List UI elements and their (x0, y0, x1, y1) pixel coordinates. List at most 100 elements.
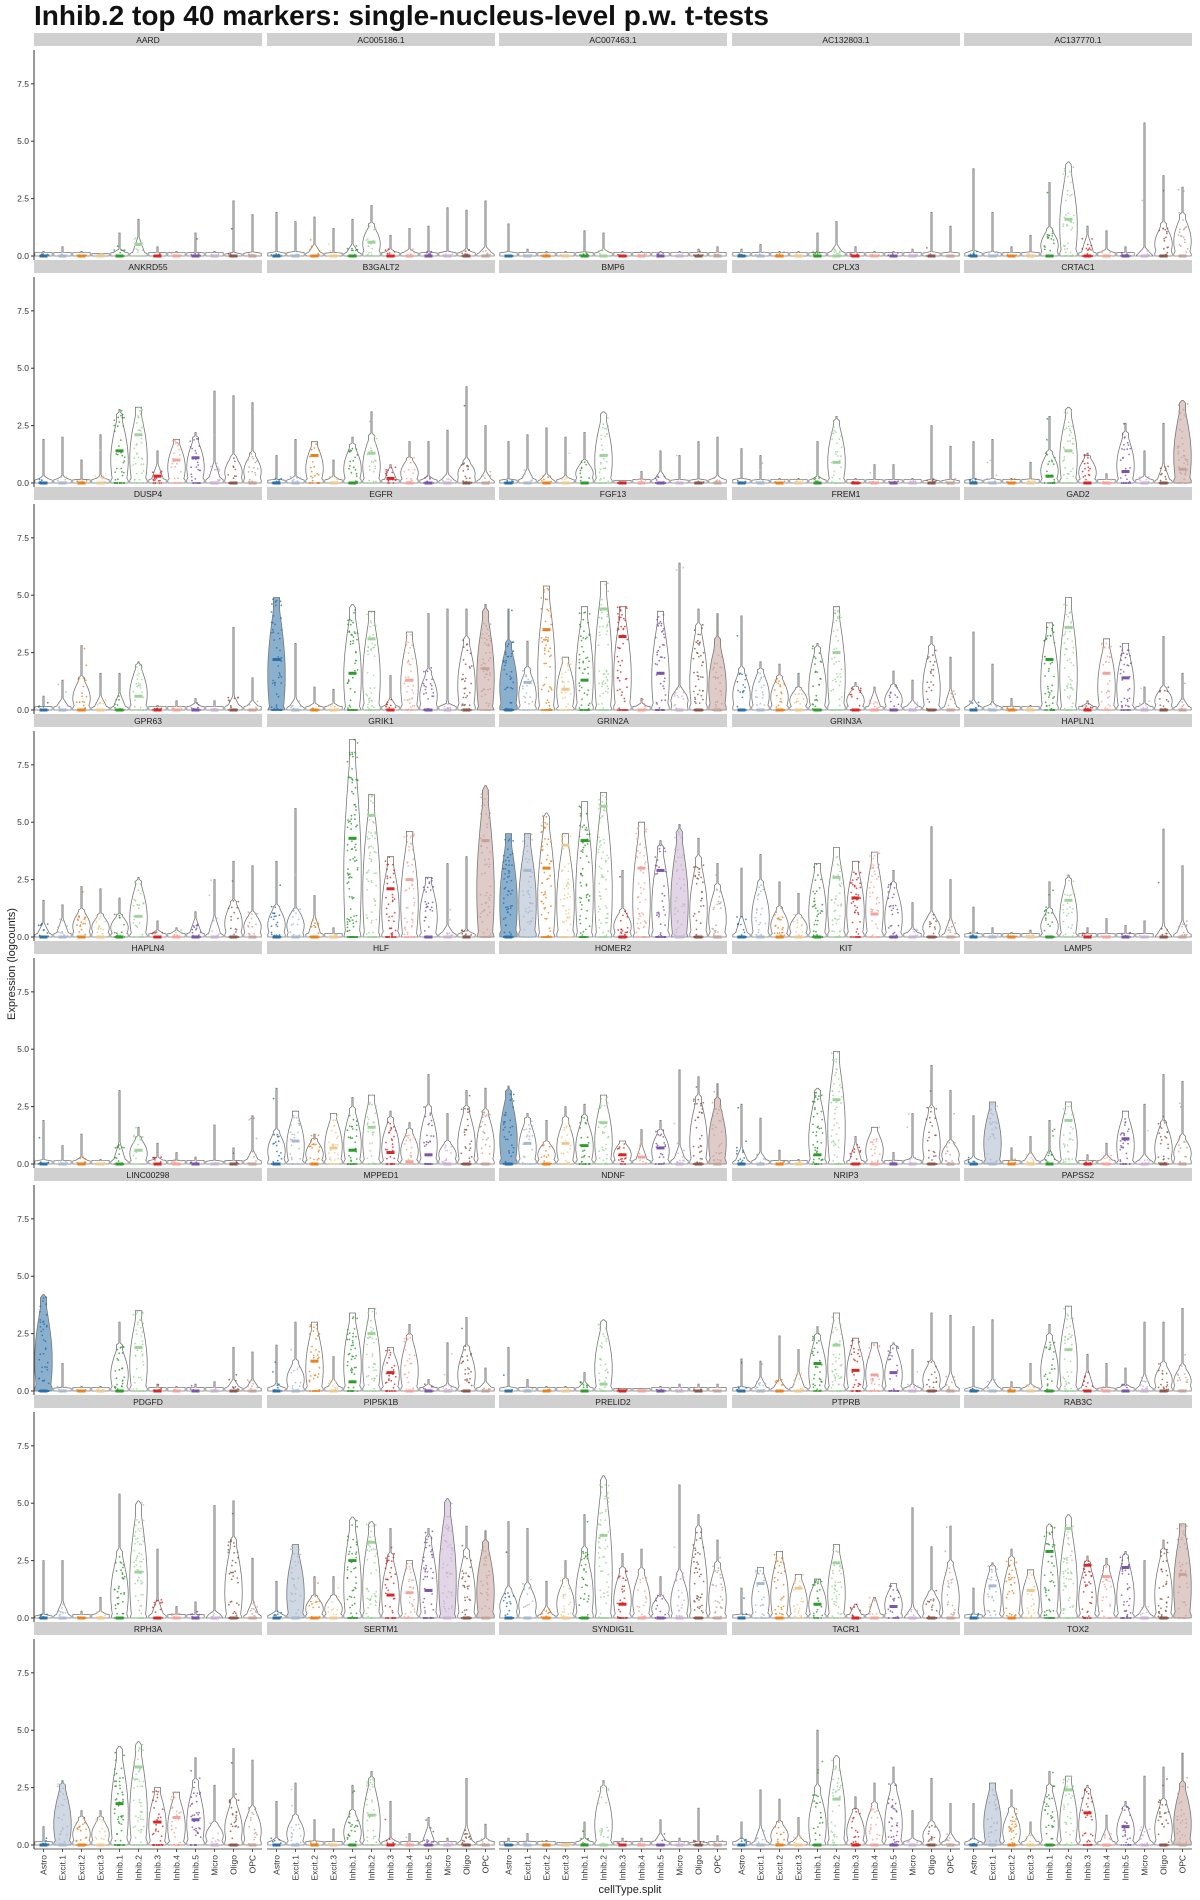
jitter-point (1051, 230, 1054, 232)
jitter-point (697, 633, 700, 636)
jitter-point (370, 649, 372, 651)
jitter-point (484, 673, 487, 676)
jitter-point (560, 676, 563, 679)
jitter-point (413, 897, 415, 900)
median-marker (675, 254, 684, 258)
jitter-point (1122, 709, 1125, 711)
jitter-point (510, 655, 512, 658)
median-marker (367, 451, 376, 455)
median-marker (756, 481, 765, 485)
jitter-point (355, 659, 357, 662)
jitter-point (673, 255, 676, 257)
jitter-point (354, 860, 356, 862)
jitter-point (698, 702, 701, 704)
jitter-point (977, 701, 980, 704)
jitter-point (930, 672, 932, 675)
jitter-point (874, 701, 877, 703)
jitter-point (545, 636, 547, 639)
jitter-point (1062, 634, 1065, 637)
jitter-point (838, 613, 841, 616)
median-marker (348, 671, 357, 675)
jitter-point (349, 876, 352, 878)
jitter-point (374, 900, 376, 903)
jitter-point (37, 924, 40, 927)
jitter-point (1087, 473, 1090, 476)
jitter-point (1100, 643, 1103, 646)
jitter-point (1178, 459, 1180, 461)
jitter-points (1119, 422, 1132, 484)
jitter-point (192, 925, 195, 927)
jitter-point (311, 482, 314, 484)
jitter-point (172, 705, 175, 708)
jitter-point (525, 692, 528, 694)
jitter-point (547, 476, 549, 479)
jitter-point (119, 916, 121, 919)
jitter-point (761, 691, 764, 694)
jitter-point (1165, 236, 1167, 239)
jitter-point (1129, 662, 1132, 665)
jitter-point (409, 709, 411, 711)
jitter-point (1177, 445, 1179, 448)
violin-micro (205, 879, 224, 938)
jitter-point (210, 465, 212, 468)
jitter-point (116, 425, 119, 428)
jitter-point (1106, 696, 1109, 699)
jitter-points (1081, 453, 1091, 484)
jitter-point (409, 457, 411, 459)
violin-excit-1 (286, 643, 305, 711)
violin-inhib-4 (400, 631, 419, 711)
jitter-point (295, 912, 297, 915)
jitter-point (932, 684, 935, 686)
violin-excit-2 (537, 585, 556, 711)
jitter-point (1164, 689, 1166, 692)
jitter-point (65, 691, 67, 694)
jitter-point (1044, 655, 1046, 658)
jitter-point (695, 641, 698, 644)
jitter-point (578, 653, 581, 656)
jitter-point (1045, 705, 1048, 707)
jitter-point (252, 466, 255, 469)
jitter-point (247, 911, 250, 914)
jitter-point (1010, 478, 1012, 481)
jitter-point (598, 631, 601, 634)
violin-oligo (922, 425, 941, 484)
jitter-point (580, 467, 583, 470)
jitter-point (598, 670, 601, 672)
jitter-point (368, 854, 371, 857)
jitter-point (346, 826, 349, 829)
jitter-point (349, 687, 352, 690)
jitter-point (619, 688, 621, 691)
jitter-point (277, 632, 280, 635)
facet-strip-label: ANKRD55 (128, 262, 167, 272)
jitter-point (394, 929, 397, 932)
jitter-point (505, 673, 508, 675)
median-marker (523, 254, 532, 258)
jitter-point (374, 936, 377, 938)
jitter-point (720, 693, 723, 696)
violin-inhib-4 (400, 228, 419, 257)
jitter-point (563, 685, 566, 687)
jitter-point (174, 440, 177, 442)
jitter-point (327, 936, 330, 938)
jitter-point (270, 916, 273, 919)
facet-strip-label: FREM1 (832, 489, 861, 499)
y-tick-label: 0.0 (17, 705, 29, 715)
median-marker (291, 708, 300, 712)
jitter-point (858, 704, 861, 707)
jitter-point (521, 670, 524, 672)
jitter-point (352, 640, 355, 642)
jitter-point (180, 707, 183, 710)
jitter-point (278, 914, 281, 917)
jitter-point (370, 845, 373, 848)
jitter-point (141, 458, 144, 461)
jitter-point (1141, 199, 1144, 202)
jitter-point (177, 442, 180, 445)
jitter-point (464, 475, 467, 478)
violin-inhib-5 (186, 232, 205, 257)
jitter-point (218, 482, 221, 484)
jitter-point (616, 629, 619, 631)
jitter-point (1063, 642, 1066, 645)
median-marker (870, 254, 879, 258)
jitter-point (783, 683, 786, 686)
median-marker (329, 254, 338, 258)
